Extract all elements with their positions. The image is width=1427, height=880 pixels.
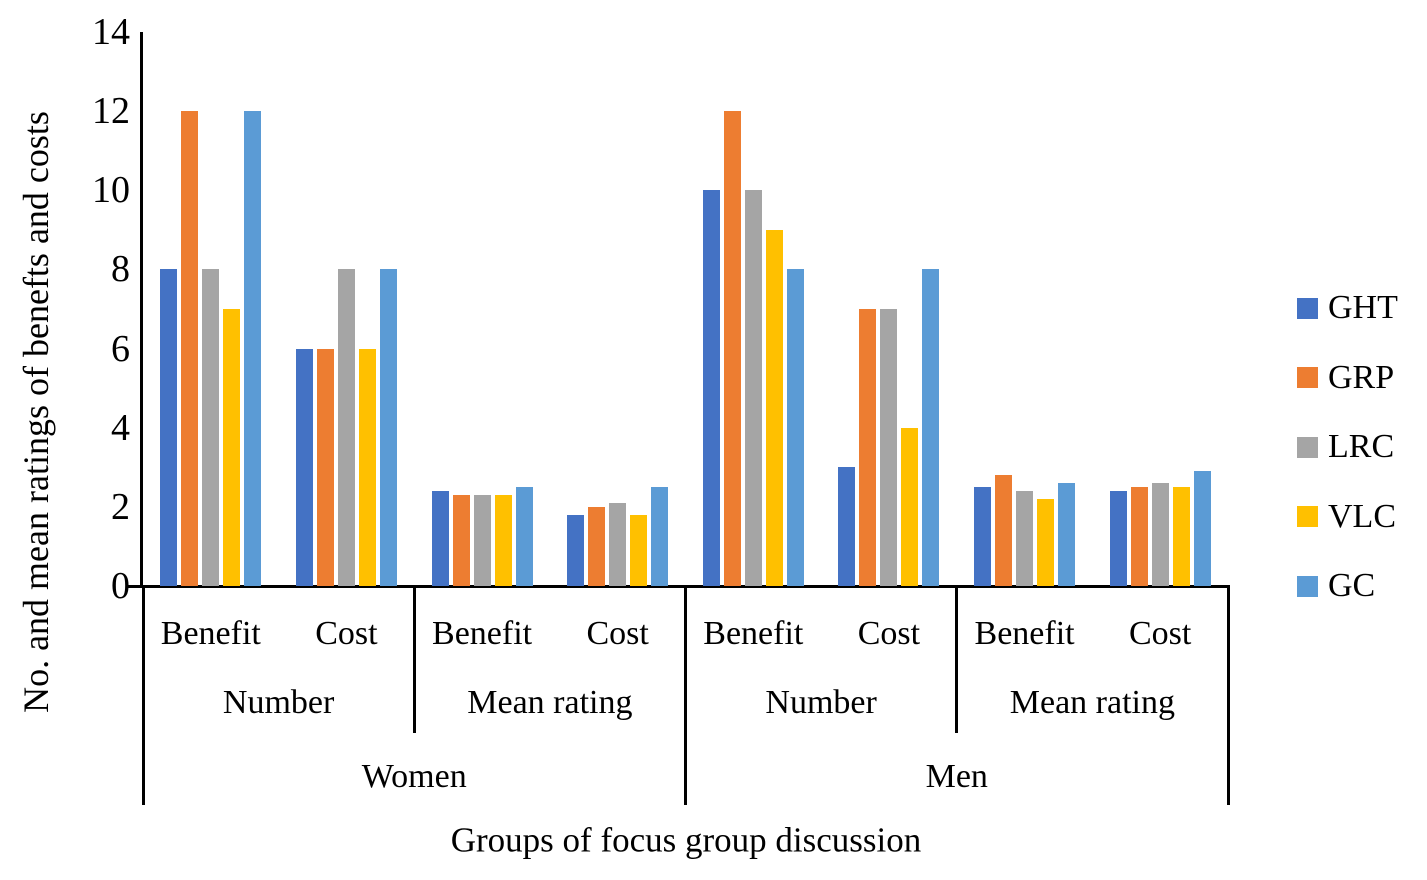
y-tick-label: 0 [111,565,130,607]
bar-lrc-cat5 [744,190,762,586]
measure-divider-line [412,585,416,733]
bar-grp-cat1 [181,111,199,586]
measure-label-number: Number [222,684,335,721]
bar-vlc-cat6 [901,427,919,586]
category-label-cost: Cost [857,615,921,652]
y-tick-label: 10 [92,169,130,212]
bar-vlc-cat1 [223,309,241,586]
bar-gc-cat4 [651,487,669,586]
measure-label-number: Number [765,684,877,721]
y-tick-label: 4 [111,406,130,449]
y-axis-title: No. and mean ratings of benefts and cost… [16,111,56,713]
bar-vlc-cat5 [765,229,783,586]
legend-swatch-vlc [1297,506,1318,527]
legend-label-lrc: LRC [1328,428,1395,465]
measure-label-mean-rating: Mean rating [1009,684,1175,721]
bar-vlc-cat4 [630,514,648,586]
bar-lrc-cat7 [1016,491,1034,586]
bar-grp-cat4 [588,506,606,586]
category-label-benefit: Benefit [703,615,804,652]
bar-lrc-cat6 [880,309,898,586]
bar-lrc-cat2 [337,269,355,586]
bar-lrc-cat4 [609,502,627,586]
bar-grp-cat8 [1130,487,1148,586]
legend-label-vlc: VLC [1328,497,1396,535]
bar-vlc-cat2 [358,348,376,586]
gender-divider-line [1226,585,1230,805]
legend-label-gc: GC [1328,567,1376,604]
bar-ght-cat8 [1109,491,1127,586]
legend-item-ght: GHT [1297,291,1398,325]
measure-divider-line [955,585,959,733]
category-label-cost: Cost [315,615,378,652]
bar-gc-cat1 [244,111,262,586]
category-label-cost: Cost [586,615,649,652]
bar-grp-cat5 [723,111,741,586]
category-label-benefit: Benefit [160,615,261,652]
bar-grp-cat7 [995,475,1013,586]
bar-ght-cat6 [838,467,856,586]
bar-grp-cat6 [859,309,877,586]
x-axis-line [128,585,1230,588]
bar-gc-cat6 [922,269,940,586]
gender-divider-line [684,585,687,805]
bar-vlc-cat7 [1037,498,1055,586]
bar-gc-cat7 [1058,483,1076,586]
legend-item-vlc: VLC [1297,497,1396,535]
bar-lrc-cat8 [1151,483,1169,586]
category-label-benefit: Benefit [432,615,533,652]
bar-ght-cat2 [295,348,313,586]
legend-label-grp: GRP [1328,358,1395,396]
legend-swatch-lrc [1297,436,1318,458]
bar-lrc-cat1 [202,269,220,586]
legend-swatch-ght [1297,297,1318,319]
bar-vlc-cat3 [494,495,512,586]
y-tick-label: 14 [92,11,130,53]
bar-ght-cat1 [160,269,178,586]
bar-ght-cat5 [702,190,720,586]
legend-item-grp: GRP [1297,358,1395,396]
bar-ght-cat7 [974,487,992,586]
legend-item-lrc: LRC [1297,430,1394,464]
y-tick-label: 8 [111,248,130,291]
y-tick-label: 12 [92,90,130,133]
gender-divider-line [141,585,145,805]
bar-grp-cat2 [316,348,334,586]
category-label-benefit: Benefit [974,615,1075,652]
bar-ght-cat4 [567,514,585,586]
bar-vlc-cat8 [1172,487,1190,586]
gender-label-men: Men [925,758,988,795]
y-tick-label: 6 [111,327,130,370]
bar-gc-cat5 [786,269,804,586]
measure-label-mean-rating: Mean rating [467,684,633,721]
y-tick-label: 2 [111,485,130,528]
bar-gc-cat8 [1193,471,1211,586]
bar-grp-cat3 [452,495,470,586]
bar-ght-cat3 [431,491,449,586]
x-axis-title: Groups of focus group discussion [450,820,922,860]
legend-swatch-grp [1297,367,1318,388]
y-axis-line [140,32,143,588]
category-label-cost: Cost [1129,615,1192,652]
legend-item-gc: GC [1297,569,1375,603]
bar-lrc-cat3 [473,495,491,586]
bar-gc-cat2 [379,269,397,586]
legend-swatch-gc [1297,575,1318,597]
gender-label-women: Women [361,758,467,795]
bar-gc-cat3 [515,487,533,586]
legend-label-ght: GHT [1328,289,1398,326]
